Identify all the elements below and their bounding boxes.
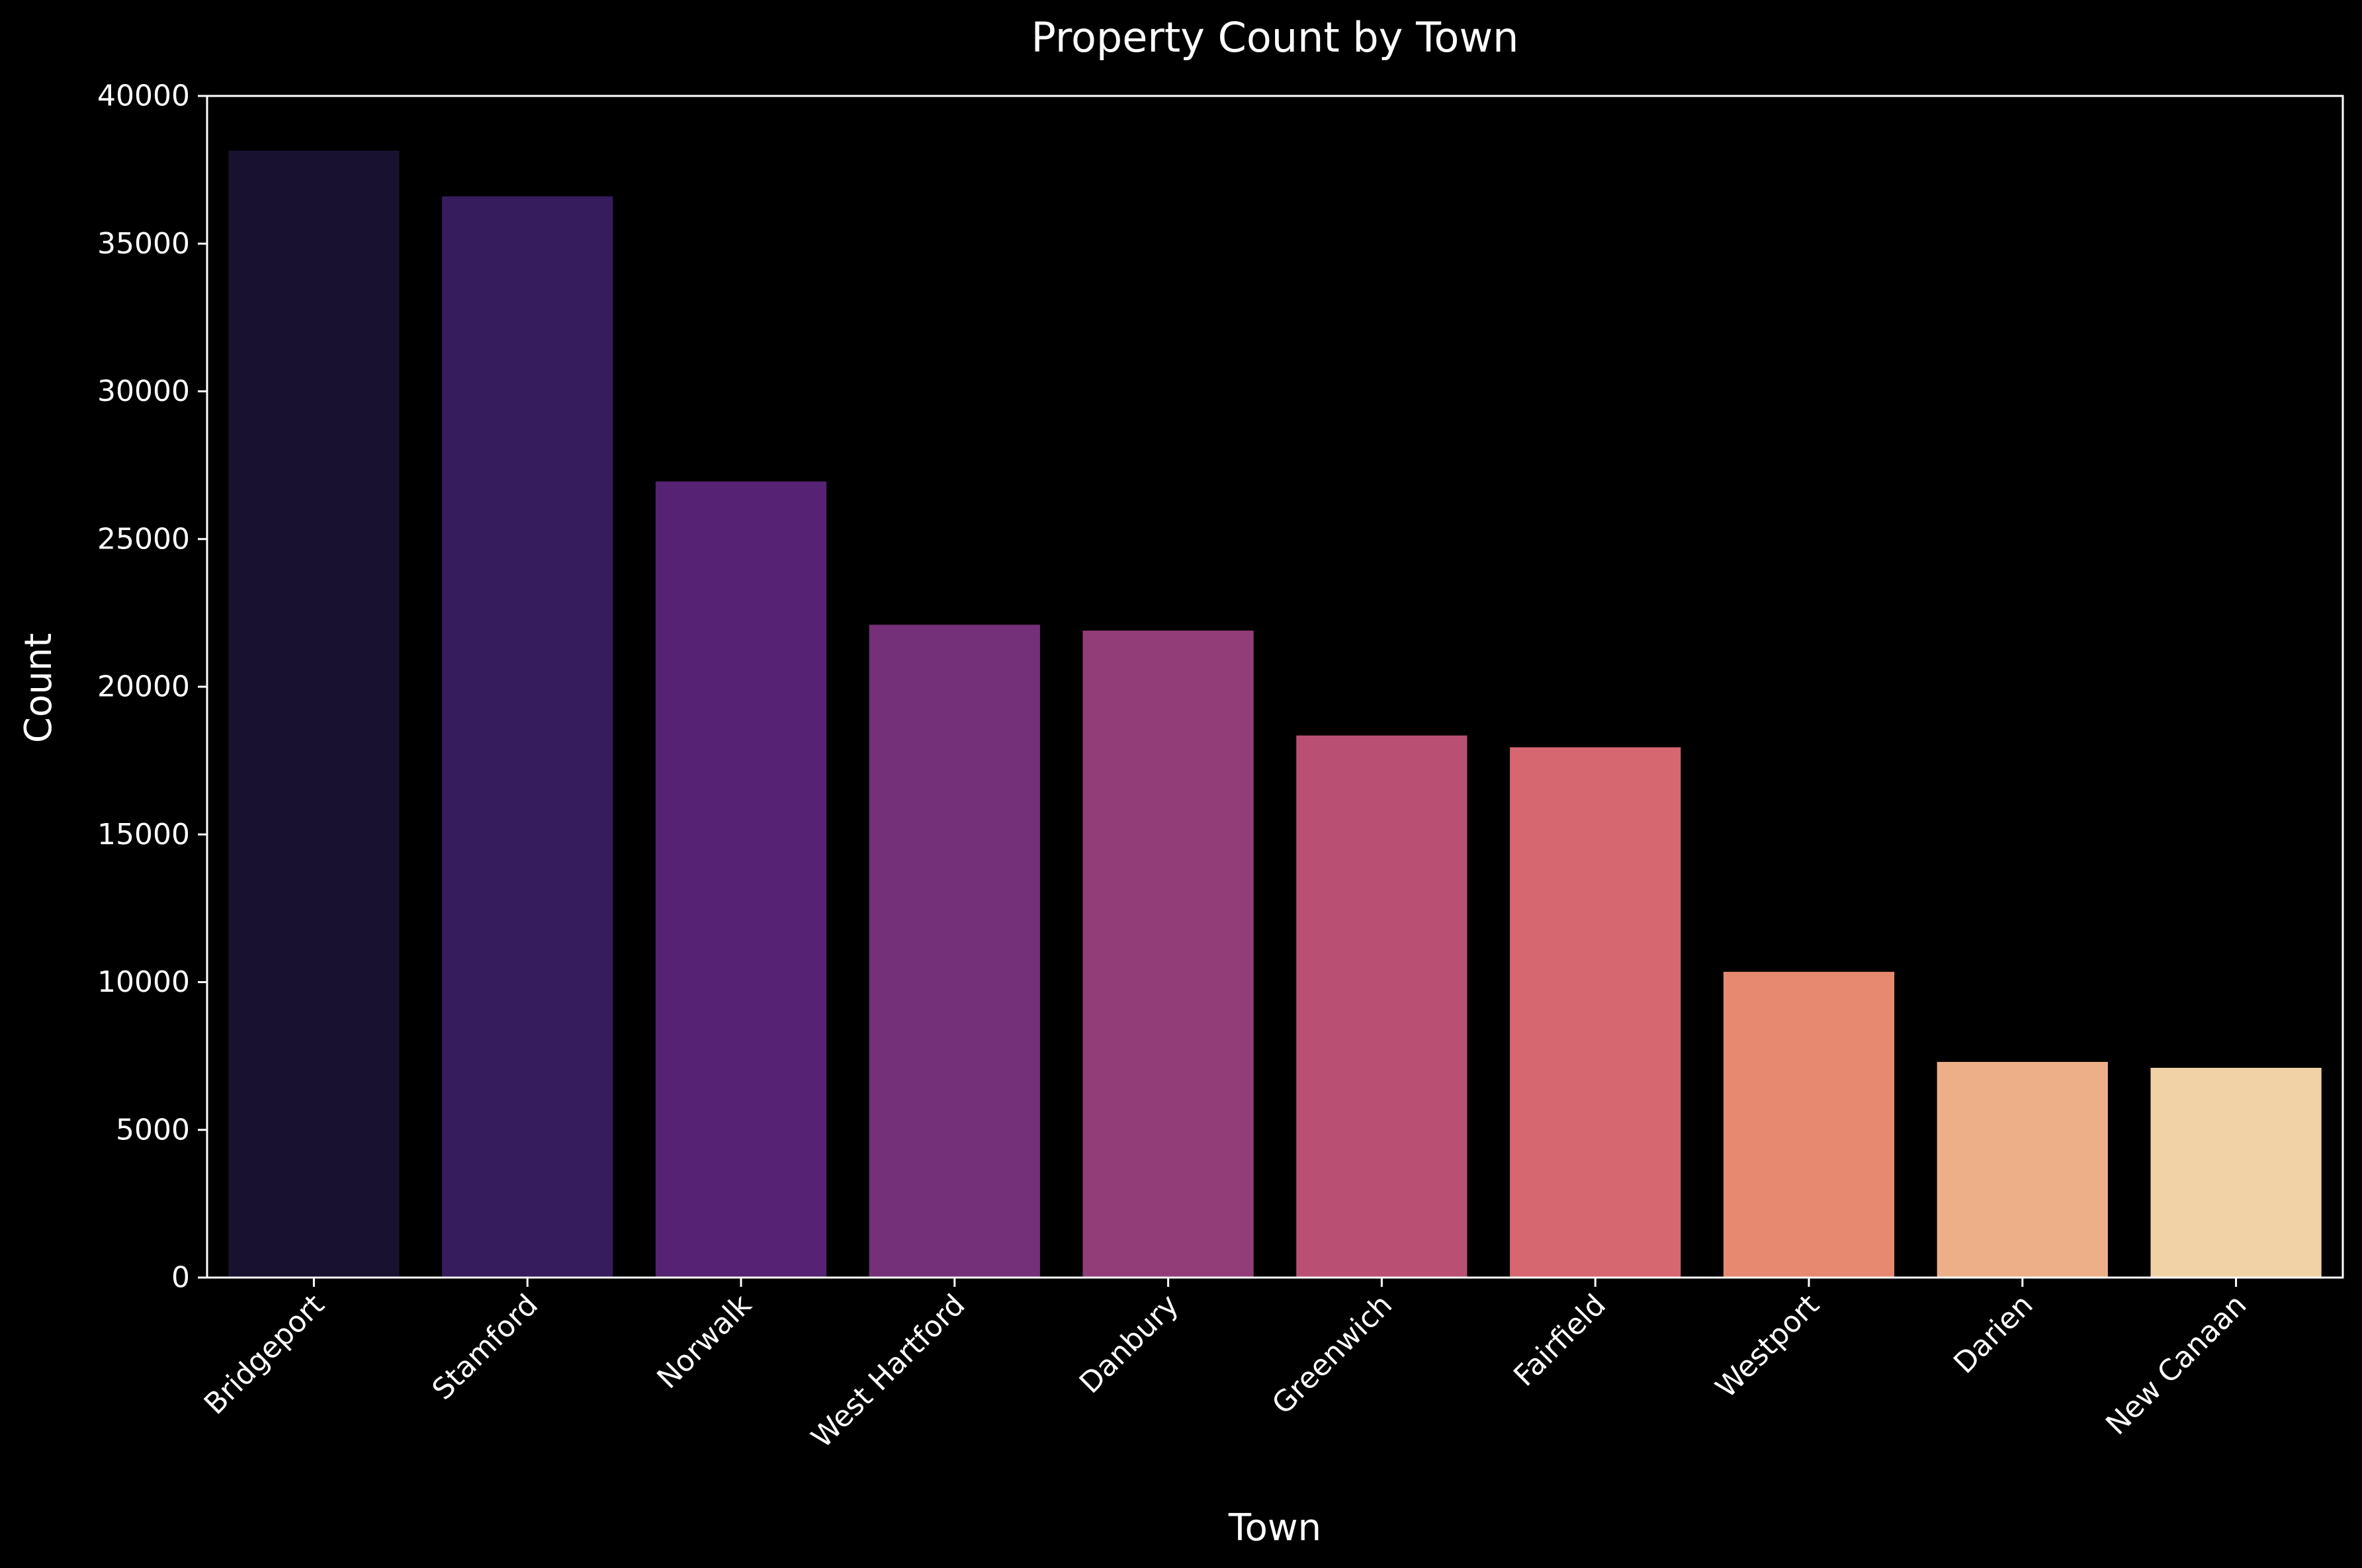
bar-norwalk (655, 481, 827, 1278)
y-tick-label: 35000 (97, 227, 190, 261)
bar-stamford (442, 196, 613, 1278)
y-tick-label: 25000 (97, 522, 190, 556)
bar-westport (1723, 971, 1895, 1278)
y-tick-label: 15000 (97, 818, 190, 851)
bars-group (228, 150, 2322, 1278)
bar-bridgeport (228, 150, 400, 1278)
bar-greenwich (1296, 735, 1467, 1278)
y-axis-ticks: 0 5000 10000 15000 20000 25000 30000 35000 40000 (97, 79, 207, 1295)
bar-west-hartford (869, 625, 1040, 1278)
bar-fairfield (1510, 747, 1681, 1278)
y-tick-label: 5000 (116, 1113, 190, 1147)
bar-darien (1937, 1062, 2108, 1278)
y-tick-label: 0 (171, 1261, 190, 1295)
bar-new-canaan (2150, 1067, 2322, 1278)
chart-title: Property Count by Town (1031, 13, 1519, 62)
y-tick-label: 20000 (97, 670, 190, 704)
y-tick-label: 30000 (97, 374, 190, 408)
bar-danbury (1082, 631, 1254, 1278)
x-axis-label: Town (1228, 1506, 1321, 1549)
plot-area-frame (206, 95, 2344, 1279)
y-tick-label: 10000 (97, 965, 190, 999)
y-tick-label: 40000 (97, 79, 190, 113)
y-axis-label: Count (17, 633, 60, 743)
